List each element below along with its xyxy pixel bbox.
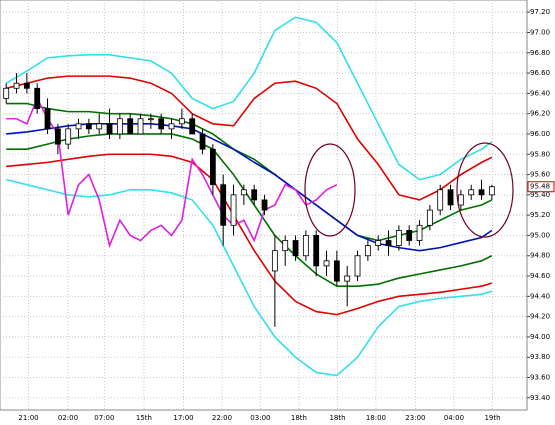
y-tick-label: 95.60 [530,171,550,179]
candle-body [457,194,464,206]
y-tick-label: 93.80 [530,353,550,361]
y-tick-label: 94.40 [530,292,550,300]
candle-body [116,118,123,135]
x-tick-label: 15th [136,414,152,422]
candle-body [313,235,320,267]
candle-body [147,118,154,121]
band-line [5,16,493,181]
candle-body [34,87,41,109]
candle-body [54,128,61,145]
candle-body [106,123,113,135]
candle-body [333,260,340,282]
band-line [6,75,493,201]
y-tick-label: 97.20 [530,8,550,16]
candle-body [3,87,10,99]
candle-body [406,229,413,241]
x-tick-label: 22:00 [212,414,232,422]
y-tick-label: 94.20 [530,313,550,321]
candle-body [127,118,134,135]
current-price-box [527,181,555,193]
candle-body [282,240,289,252]
x-tick-label: 03:00 [250,414,270,422]
x-tick-label: 21:00 [18,414,38,422]
candle-body [437,189,444,211]
candle-body [447,189,454,206]
x-tick-label: 02:00 [58,414,78,422]
candle-body [261,199,268,211]
candle-body [96,123,103,130]
candle-body [189,118,196,135]
candle-body [209,148,216,186]
y-tick-label: 96.60 [530,69,550,77]
y-tick-label: 94.00 [530,333,550,341]
y-tick-label: 93.60 [530,374,550,382]
candle-body [240,189,247,196]
highlight-ellipse [456,142,514,238]
candle-body [364,245,371,257]
candle-body [158,118,165,130]
y-tick-label: 94.60 [530,272,550,280]
y-tick-label: 95.20 [530,211,550,219]
candle-body [344,275,351,282]
x-tick-label: 18th [329,414,345,422]
x-tick-label: 18th [291,414,307,422]
highlight-ellipse [304,143,356,237]
x-tick-label: 18:00 [366,414,386,422]
oscillator-line [6,96,338,249]
candle-body [199,133,206,150]
candle-body [271,250,278,272]
y-tick-label: 94.80 [530,252,550,260]
candle-body [44,108,51,130]
candle-body [251,189,258,201]
candle-body [220,184,227,226]
x-tick-label: 23:00 [405,414,425,422]
candle-body [23,82,30,89]
candle-body [137,118,144,135]
candle-body [468,189,475,196]
candle-body [85,123,92,130]
candle-body [13,82,20,89]
candle-body [416,224,423,241]
x-tick-label: 07:00 [94,414,114,422]
candle-body [426,209,433,226]
x-tick-label: 04:00 [444,414,464,422]
candle-body [488,186,495,196]
candle-body [375,240,382,246]
y-tick-label: 95.40 [530,191,550,199]
y-tick-label: 95.00 [530,231,550,239]
band-line [6,153,493,316]
current-price-label: 95.48 [530,183,550,191]
band-line [6,178,493,377]
candle-body [302,235,309,257]
y-tick-label: 97.00 [530,28,550,36]
candle-body [178,118,185,125]
candle-body [75,123,82,130]
y-tick-label: 93.40 [530,394,550,402]
y-tick-label: 96.20 [530,110,550,118]
x-tick-label: 17:00 [173,414,193,422]
candle-body [65,128,72,145]
candle-body [385,240,392,246]
y-tick-label: 96.80 [530,49,550,57]
candle-body [323,260,330,267]
y-tick-label: 95.80 [530,150,550,158]
candle-body [230,194,237,226]
x-tick-label: 19th [484,414,500,422]
candle-body [354,255,361,277]
candle-body [395,229,402,246]
y-tick-label: 96.00 [530,130,550,138]
candle-body [292,240,299,257]
y-tick-label: 96.40 [530,89,550,97]
candle-body [168,123,175,130]
candle-body [478,189,485,196]
